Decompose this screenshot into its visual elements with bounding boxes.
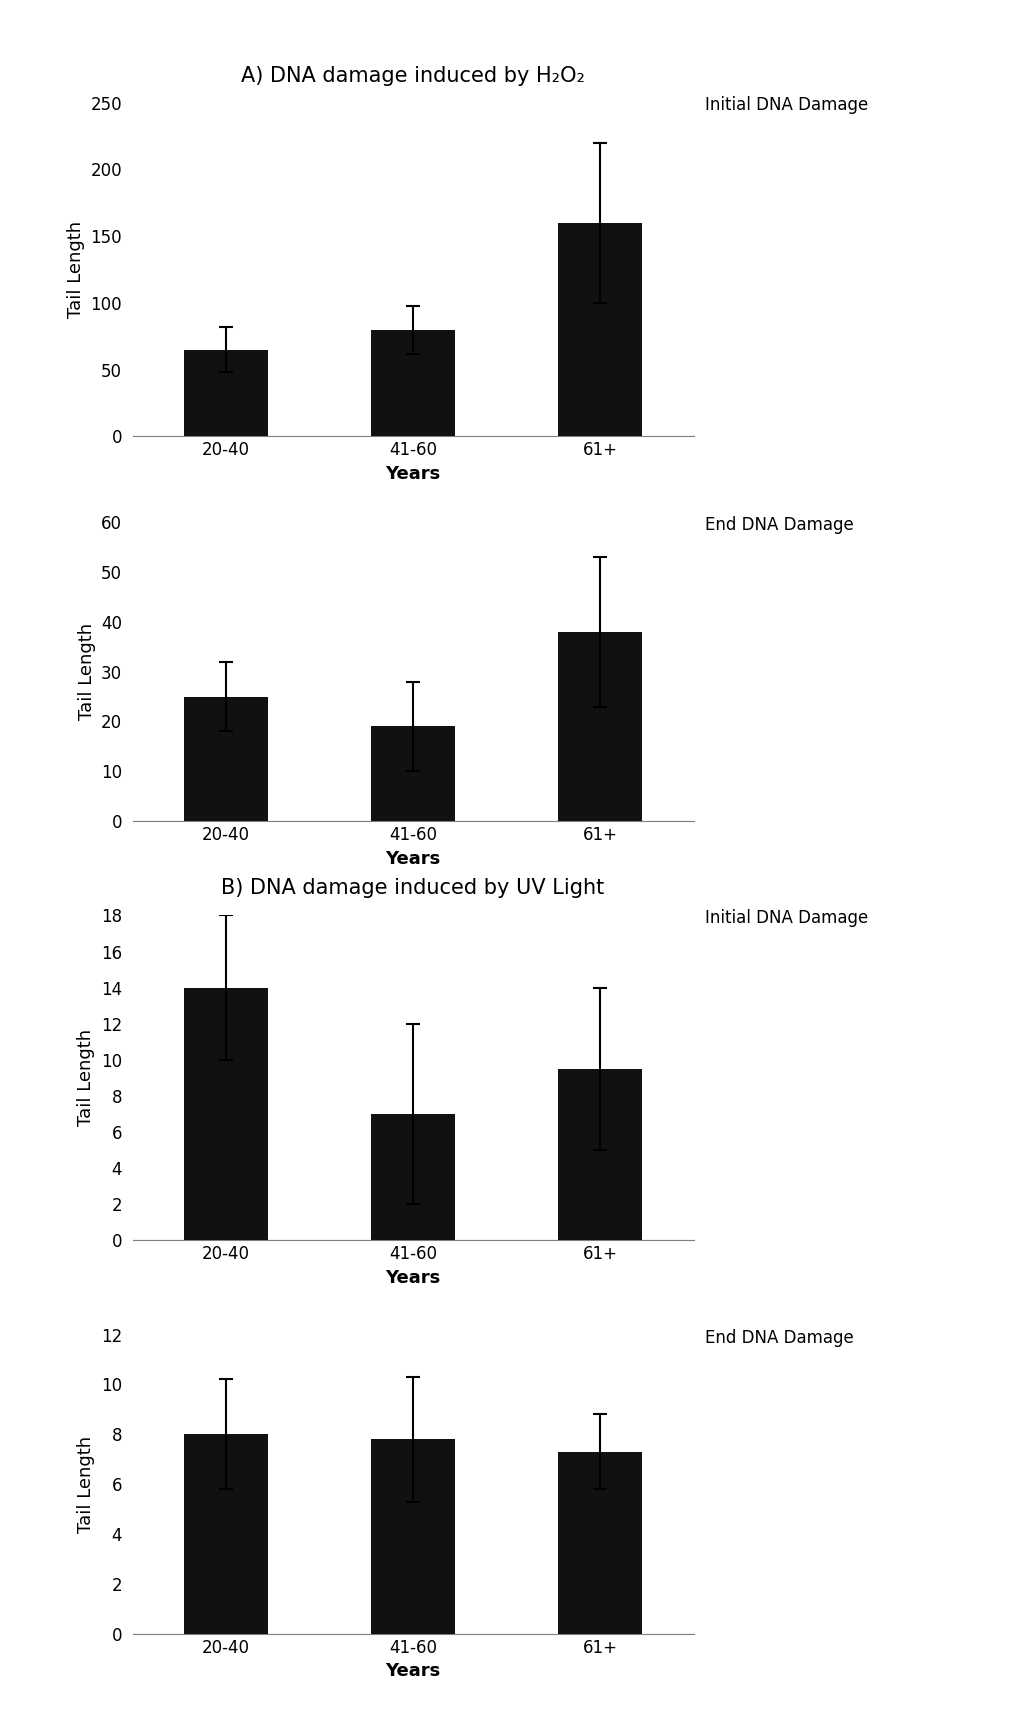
Bar [371,1114,454,1240]
Bar [371,330,454,436]
Bar [371,1439,454,1634]
Bar [183,349,268,436]
X-axis label: Years: Years [385,1663,440,1680]
Text: Initial DNA Damage: Initial DNA Damage [704,96,867,115]
Bar [557,222,642,436]
Bar [557,1069,642,1240]
Bar [557,631,642,821]
Text: Initial DNA Damage: Initial DNA Damage [704,909,867,927]
Bar [183,696,268,821]
Y-axis label: Tail Length: Tail Length [67,221,85,318]
Text: End DNA Damage: End DNA Damage [704,517,853,534]
Y-axis label: Tail Length: Tail Length [77,623,96,720]
Bar [557,1453,642,1634]
Text: End DNA Damage: End DNA Damage [704,1329,853,1347]
Text: A) DNA damage induced by H₂O₂: A) DNA damage induced by H₂O₂ [240,65,585,86]
Y-axis label: Tail Length: Tail Length [77,1030,96,1126]
X-axis label: Years: Years [385,1270,440,1287]
Text: B) DNA damage induced by UV Light: B) DNA damage induced by UV Light [221,878,604,898]
Y-axis label: Tail Length: Tail Length [77,1436,96,1533]
X-axis label: Years: Years [385,465,440,483]
Bar [183,1434,268,1634]
X-axis label: Years: Years [385,850,440,867]
Bar [183,987,268,1240]
Bar [371,727,454,821]
